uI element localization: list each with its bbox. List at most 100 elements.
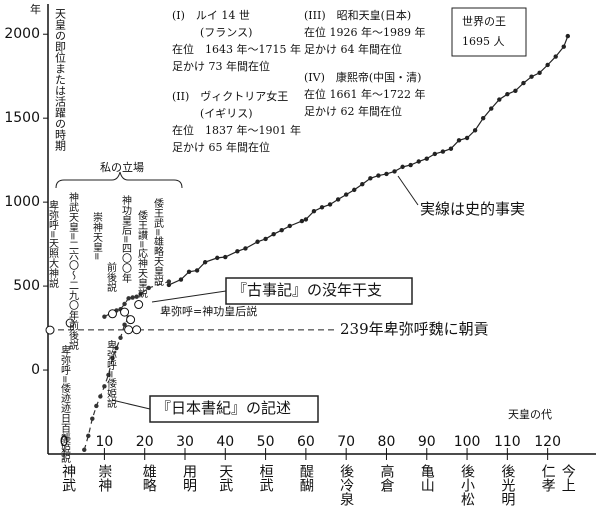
data-point	[472, 128, 478, 133]
x-tick-label: 70	[337, 434, 355, 450]
reign-span: 足かけ 64 年間在位	[304, 42, 402, 56]
emperor-label: 亀山	[419, 464, 435, 492]
emperor-label: 天武	[217, 464, 233, 492]
emperor-label: 後光明	[499, 464, 515, 507]
reign-span: 足かけ 65 年間在位	[172, 140, 270, 154]
reign-span: 足かけ 73 年間在位	[172, 59, 270, 73]
data-point	[303, 217, 309, 222]
data-point	[565, 33, 570, 39]
data-point	[432, 151, 438, 157]
x-tick-label: 100	[454, 434, 481, 450]
data-point	[194, 268, 200, 273]
data-point	[553, 54, 558, 59]
data-point	[529, 74, 534, 79]
data-point	[86, 433, 91, 439]
data-point	[464, 135, 470, 141]
emperor-label: 後冷泉	[338, 464, 354, 506]
note: 実線は史的事実	[420, 200, 525, 218]
data-point	[263, 236, 268, 242]
data-point	[243, 246, 248, 251]
reign-title: (III) 昭和天皇(日本)	[304, 8, 411, 22]
hypothesis-label: 神功皇后=四〇〇年	[120, 194, 132, 284]
data-point	[513, 88, 518, 94]
data-point	[98, 394, 103, 399]
emperor-label: 醍醐	[298, 464, 314, 492]
leader-line	[397, 175, 419, 206]
data-point	[202, 260, 208, 265]
data-point	[215, 255, 220, 261]
hypothesis-label: 前後説	[105, 261, 117, 293]
data-point	[138, 291, 143, 297]
data-point	[279, 227, 284, 233]
data-point	[376, 173, 381, 178]
data-point	[311, 209, 317, 214]
y-tick-label: 1000	[4, 194, 40, 210]
stand-label: 私の立場	[100, 160, 144, 174]
x-tick-label: 20	[136, 434, 154, 450]
world-box-count: 1695 人	[462, 35, 505, 48]
data-point	[186, 269, 192, 275]
data-point	[416, 159, 421, 164]
data-point	[166, 282, 172, 288]
data-point	[166, 279, 172, 284]
data-point	[319, 205, 325, 210]
hypothesis-point	[107, 309, 117, 319]
data-point	[343, 192, 349, 197]
reign-country: (フランス)	[200, 26, 252, 39]
emperor-label: 用明	[181, 464, 197, 493]
reign-title: (I) ルイ 14 世	[172, 9, 250, 22]
stand-brace	[55, 171, 183, 189]
x-tick-label: 110	[494, 434, 521, 450]
world-box	[451, 7, 527, 57]
emperor-label: 崇神	[96, 464, 112, 492]
reign-reign: 在位 1837 年〜1901 年	[172, 123, 301, 137]
hypothesis-point	[126, 315, 136, 325]
emperor-label: 後小松	[459, 464, 475, 506]
reign-title: (II) ヴィクトリア女王	[172, 89, 288, 103]
data-point	[408, 162, 413, 168]
data-point	[102, 314, 107, 319]
data-point	[146, 285, 151, 291]
note: 『日本書紀』の記述	[156, 399, 291, 417]
hypothesis-label: 卑弥呼=倭迹迹日百襲姫説	[59, 344, 71, 464]
hypothesis-point	[120, 307, 130, 317]
y-axis-label: 天皇の即位または活躍の時期	[54, 8, 67, 152]
data-point	[102, 384, 107, 389]
y-tick-label: 0	[31, 362, 40, 378]
data-point	[335, 197, 341, 202]
hypothesis-label: 倭王武=雄略天皇説	[152, 198, 164, 287]
hypothesis-label: 卑弥呼=神功皇后説	[160, 304, 257, 318]
data-point	[440, 149, 446, 154]
y-tick-label: 1500	[4, 110, 40, 126]
data-point	[400, 164, 405, 170]
data-point	[223, 254, 228, 260]
hypothesis-point	[65, 318, 75, 328]
data-point	[126, 296, 131, 301]
x-axis-label: 天皇の代	[508, 407, 552, 421]
reign-span: 足かけ 62 年間在位	[304, 104, 402, 118]
x-tick-label: 90	[418, 434, 436, 450]
data-point	[480, 115, 486, 121]
hypothesis-label: 神武天皇=二六〇〜二九〇年前後説	[67, 191, 79, 351]
x-tick-label: 80	[378, 434, 396, 450]
hypothesis-label: 卑弥呼=倭姫説	[105, 339, 117, 409]
data-point	[122, 301, 127, 307]
hypothesis-point	[124, 325, 134, 335]
data-point	[360, 181, 365, 187]
emperor-label: 今上	[560, 464, 576, 492]
data-point	[114, 345, 119, 351]
data-point	[134, 294, 139, 299]
data-point	[384, 171, 389, 177]
leader-line	[111, 399, 151, 410]
x-tick-label: 120	[534, 434, 561, 450]
data-point	[235, 249, 240, 254]
data-point	[489, 106, 494, 111]
data-point	[521, 80, 526, 86]
reign-reign: 在位 1661 年〜1722 年	[304, 87, 425, 101]
y-tick-label: 500	[13, 278, 40, 294]
x-tick-label: 40	[216, 434, 234, 450]
y-tick-label: 2000	[4, 26, 40, 42]
data-point	[392, 169, 397, 174]
